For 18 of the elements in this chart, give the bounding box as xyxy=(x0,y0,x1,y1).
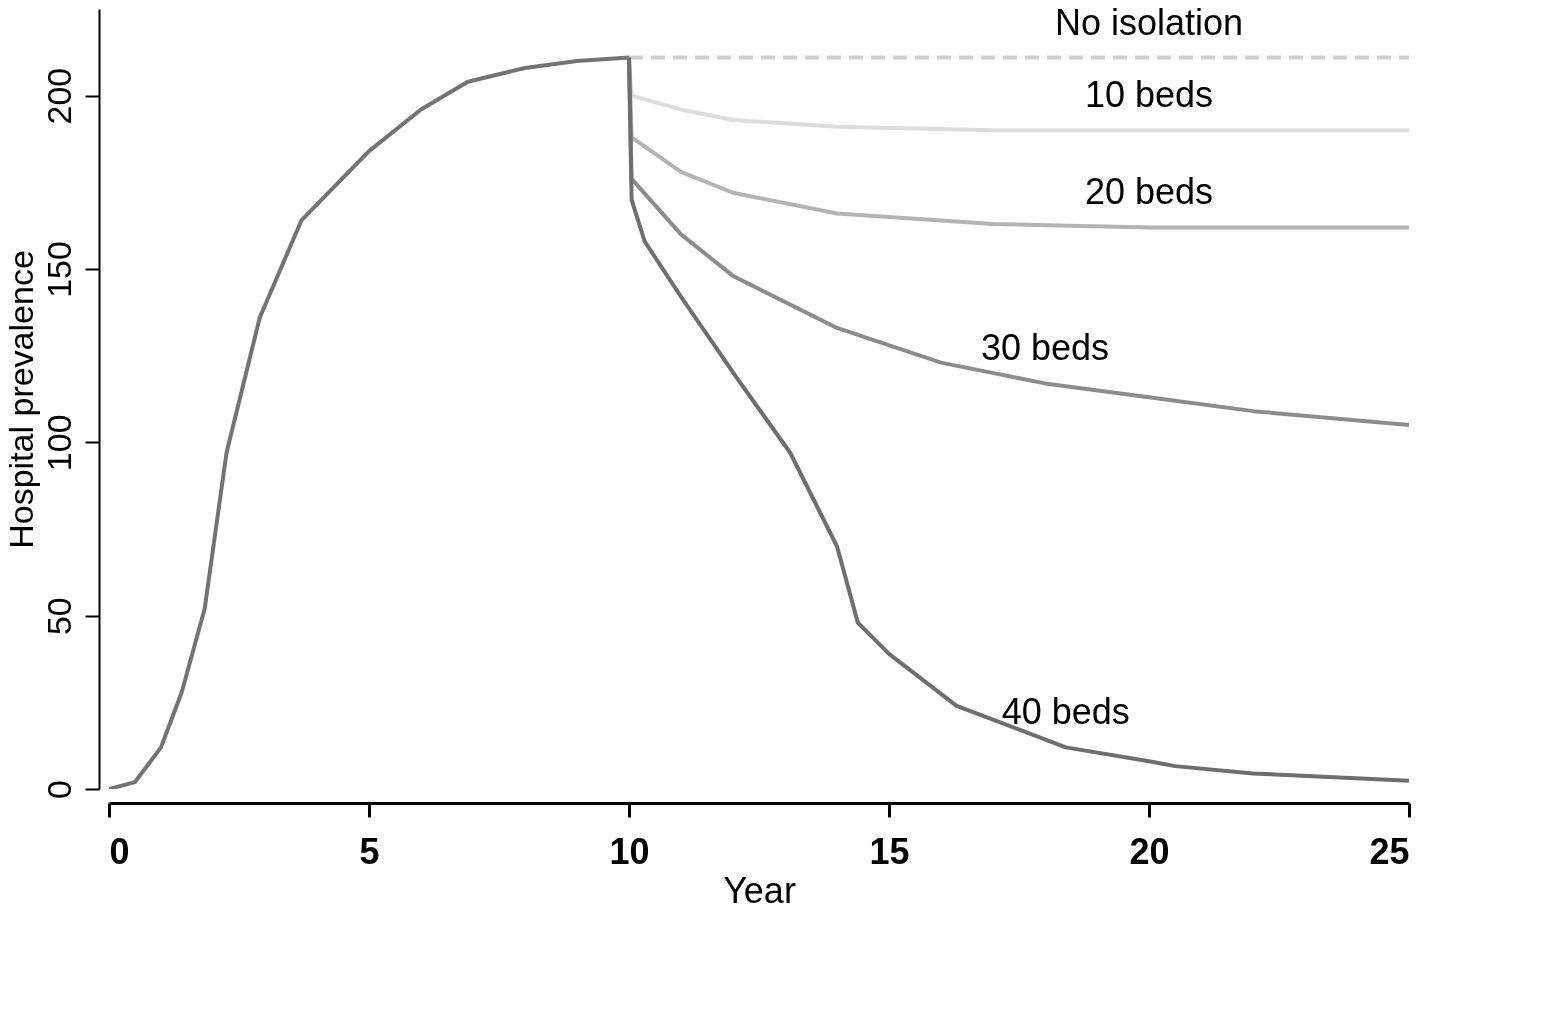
x-tick-label: 20 xyxy=(1129,830,1170,872)
x-tick-label: 15 xyxy=(869,830,910,872)
series-label: 20 beds xyxy=(1084,171,1214,213)
series-label: 10 beds xyxy=(1084,74,1214,116)
series-label: 40 beds xyxy=(1001,691,1130,733)
x-axis-title: Year xyxy=(723,869,796,911)
y-axis-title: Hospital prevalence xyxy=(1,250,40,549)
y-tick-label: 150 xyxy=(39,241,78,298)
y-tick-label: 50 xyxy=(39,597,78,636)
x-tick-label: 0 xyxy=(109,830,130,872)
x-tick-label: 10 xyxy=(609,830,650,872)
series-label: 30 beds xyxy=(980,327,1110,369)
x-tick-label: 25 xyxy=(1369,830,1410,872)
y-tick-label: 100 xyxy=(39,414,78,472)
y-tick-label: 200 xyxy=(39,67,78,125)
x-tick-label: 5 xyxy=(359,830,380,872)
y-tick-label: 0 xyxy=(39,780,78,799)
series-label: No isolation xyxy=(1054,1,1244,43)
